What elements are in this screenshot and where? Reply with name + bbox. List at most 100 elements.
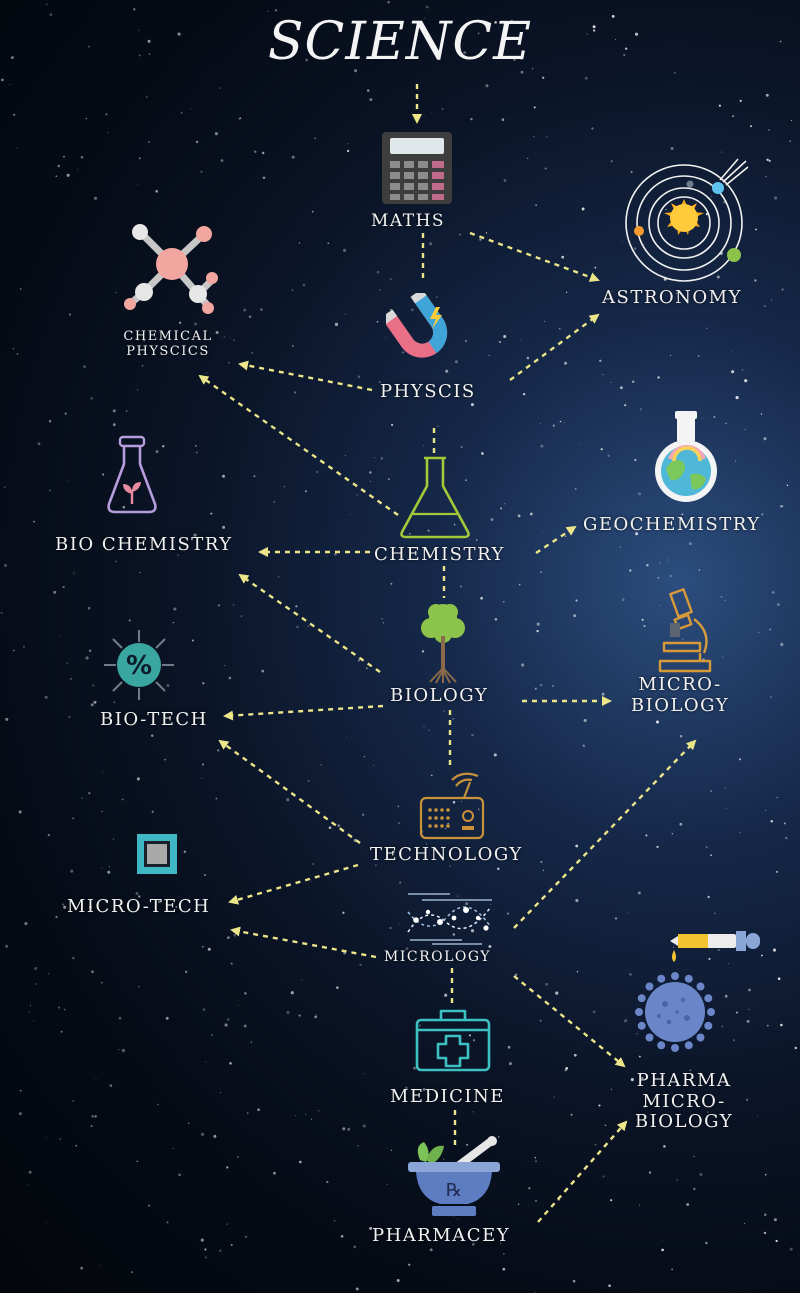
bacteria-spike [637, 1021, 646, 1030]
star [741, 369, 744, 371]
star [373, 764, 375, 766]
star [674, 72, 676, 74]
magnet-icon [386, 293, 448, 358]
star [121, 798, 124, 801]
star [711, 195, 713, 197]
node-chemical-physics-line2: PHYSCICS [126, 343, 210, 359]
star [564, 535, 567, 537]
star [622, 598, 625, 601]
star [494, 618, 498, 621]
star [291, 289, 294, 291]
star [410, 308, 414, 312]
star [286, 1010, 290, 1014]
star [542, 76, 545, 79]
star [194, 322, 197, 326]
star [570, 1113, 573, 1116]
star [630, 1078, 634, 1082]
star [794, 1046, 798, 1050]
star [337, 824, 341, 828]
star [428, 729, 430, 731]
star [137, 184, 139, 186]
star [610, 1088, 612, 1090]
star [466, 1144, 468, 1146]
star [427, 39, 430, 43]
star [347, 143, 349, 145]
radio-icon [419, 772, 485, 840]
star [90, 1125, 93, 1127]
star [357, 1145, 359, 1147]
star [315, 1013, 317, 1016]
star [437, 425, 439, 427]
star [761, 954, 763, 957]
star [122, 505, 126, 509]
star [635, 532, 639, 536]
star [436, 296, 438, 298]
star [230, 1243, 233, 1246]
star [624, 1019, 628, 1023]
star [705, 1241, 708, 1245]
star [294, 1115, 296, 1116]
star [125, 410, 128, 412]
star [477, 32, 480, 35]
star [535, 1160, 537, 1163]
star [697, 355, 700, 357]
star [386, 1184, 388, 1186]
star [421, 650, 425, 653]
star [710, 854, 712, 857]
star [513, 58, 516, 62]
star [155, 189, 159, 193]
star [622, 240, 624, 242]
diagram-title: SCIENCE [267, 12, 533, 72]
star [298, 242, 301, 244]
star [190, 108, 192, 110]
star [656, 720, 659, 724]
star [137, 985, 140, 988]
star [569, 437, 571, 439]
star [118, 1049, 120, 1051]
star [464, 479, 467, 482]
star [786, 484, 789, 487]
star [277, 575, 280, 578]
star [721, 656, 724, 658]
star [705, 846, 708, 848]
star [139, 571, 141, 574]
star [454, 360, 458, 364]
star [411, 53, 412, 55]
star [326, 555, 328, 557]
star [73, 572, 75, 574]
star [429, 242, 433, 246]
star [105, 900, 108, 903]
star [346, 149, 350, 153]
star [342, 911, 345, 914]
star [133, 7, 136, 11]
star [739, 831, 741, 833]
star [503, 178, 507, 182]
star [200, 170, 203, 173]
star [352, 38, 356, 43]
star [49, 13, 53, 16]
star [643, 625, 646, 627]
star [665, 208, 667, 211]
star [333, 1219, 336, 1222]
star [431, 112, 433, 114]
star [526, 356, 530, 360]
star [494, 21, 497, 24]
star [575, 898, 579, 903]
star [717, 948, 720, 951]
star [48, 420, 52, 423]
star [172, 621, 174, 624]
star [706, 327, 708, 330]
star [62, 586, 65, 589]
star [194, 444, 197, 447]
star [754, 279, 757, 282]
star [250, 1041, 252, 1043]
star [575, 599, 578, 602]
bacteria-spike [645, 982, 654, 991]
tree-icon [421, 604, 465, 684]
star [381, 618, 383, 620]
star [552, 685, 554, 687]
star [307, 780, 310, 782]
star [488, 945, 492, 948]
star [213, 1134, 217, 1138]
star [687, 676, 690, 679]
